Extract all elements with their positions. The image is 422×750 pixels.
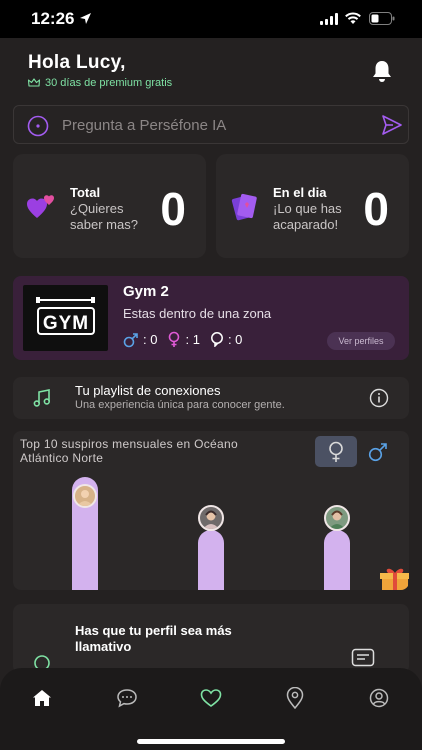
top10-card: Top 10 suspiros mensuales en Océano Atlá… — [13, 431, 409, 590]
gym-logo: GYM — [23, 285, 108, 351]
heart-icon — [200, 689, 222, 707]
ranking-bar-3 — [324, 530, 350, 590]
total-subtitle: ¿Quieres saber mas? — [70, 201, 138, 232]
female-filter-button[interactable] — [315, 436, 357, 467]
top10-title: Top 10 suspiros mensuales en Océano Atlá… — [20, 437, 238, 465]
female-symbol-icon — [169, 331, 180, 347]
location-arrow-icon — [80, 13, 91, 24]
day-subtitle: ¡Lo que has acaparado! — [273, 201, 342, 232]
day-count: 0 — [363, 183, 389, 235]
hearts-icon — [27, 195, 54, 218]
home-icon — [33, 690, 51, 706]
info-icon[interactable] — [369, 388, 389, 408]
playlist-title: Tu playlist de conexiones — [75, 383, 221, 398]
premium-text: 30 días de premium gratis — [45, 77, 173, 89]
map-pin-icon — [286, 687, 304, 709]
tab-home[interactable] — [27, 686, 57, 710]
chat-count: : 0 — [210, 332, 242, 347]
status-time: 12:26 — [31, 9, 75, 28]
male-symbol-icon — [123, 332, 138, 347]
ranking-bar-2 — [198, 530, 224, 590]
chat-icon — [117, 689, 137, 708]
gender-toggle — [315, 436, 399, 467]
total-count: 0 — [160, 183, 186, 235]
ranking-avatar-2[interactable] — [198, 505, 224, 531]
ranking-avatar-3[interactable] — [324, 505, 350, 531]
ai-search-bar[interactable] — [13, 105, 409, 144]
bell-icon[interactable] — [371, 59, 393, 83]
music-note-icon — [33, 389, 50, 407]
total-title: Total — [70, 185, 101, 200]
female-count: : 1 — [167, 331, 200, 348]
zone-title: Gym 2 — [123, 283, 169, 300]
message-icon — [351, 648, 375, 667]
ver-perfiles-button[interactable]: Ver perfiles — [327, 332, 395, 350]
status-bar: 12:26 — [0, 0, 422, 38]
male-filter-button[interactable] — [357, 436, 399, 467]
premium-badge[interactable]: 30 días de premium gratis — [28, 77, 172, 89]
battery-icon — [369, 12, 395, 25]
profile-icon — [369, 688, 389, 708]
male-count: : 0 — [123, 332, 157, 348]
day-stat-card[interactable]: En el dia ¡Lo que has acaparado! 0 — [216, 154, 409, 258]
tip-title: Has que tu perfil sea más llamativo — [75, 623, 232, 654]
tab-bar — [0, 668, 422, 750]
crown-icon — [28, 78, 40, 87]
tab-matches[interactable] — [196, 686, 226, 710]
total-stat-card[interactable]: Total ¿Quieres saber mas? 0 — [13, 154, 206, 258]
ai-orb-icon — [27, 115, 49, 137]
gift-icon[interactable] — [380, 566, 409, 590]
zone-card[interactable]: GYM Gym 2 Estas dentro de una zona : 0 :… — [13, 276, 409, 360]
cards-icon — [231, 193, 257, 221]
male-symbol-icon — [368, 442, 387, 461]
ai-search-input[interactable] — [62, 114, 362, 136]
female-symbol-icon — [329, 441, 343, 462]
day-title: En el dia — [273, 185, 327, 200]
tab-chat[interactable] — [112, 686, 142, 710]
profile-tip-card[interactable]: Has que tu perfil sea más llamativo — [13, 604, 409, 674]
tab-profile[interactable] — [364, 686, 394, 710]
playlist-subtitle: Una experiencia única para conocer gente… — [75, 399, 285, 411]
send-icon[interactable] — [381, 114, 403, 136]
greeting-title: Hola Lucy, — [28, 52, 126, 73]
ranking-avatar-1[interactable] — [73, 484, 97, 508]
zone-subtitle: Estas dentro de una zona — [123, 306, 272, 321]
chat-bubble-icon — [210, 332, 223, 347]
home-indicator — [137, 739, 285, 744]
gym-logo-text: GYM — [43, 313, 89, 334]
signal-icon — [320, 13, 338, 25]
playlist-card[interactable]: Tu playlist de conexiones Una experienci… — [13, 377, 409, 419]
zone-counts: : 0 : 1 : 0 — [123, 331, 252, 348]
wifi-icon — [345, 12, 361, 24]
tab-map[interactable] — [280, 686, 310, 710]
